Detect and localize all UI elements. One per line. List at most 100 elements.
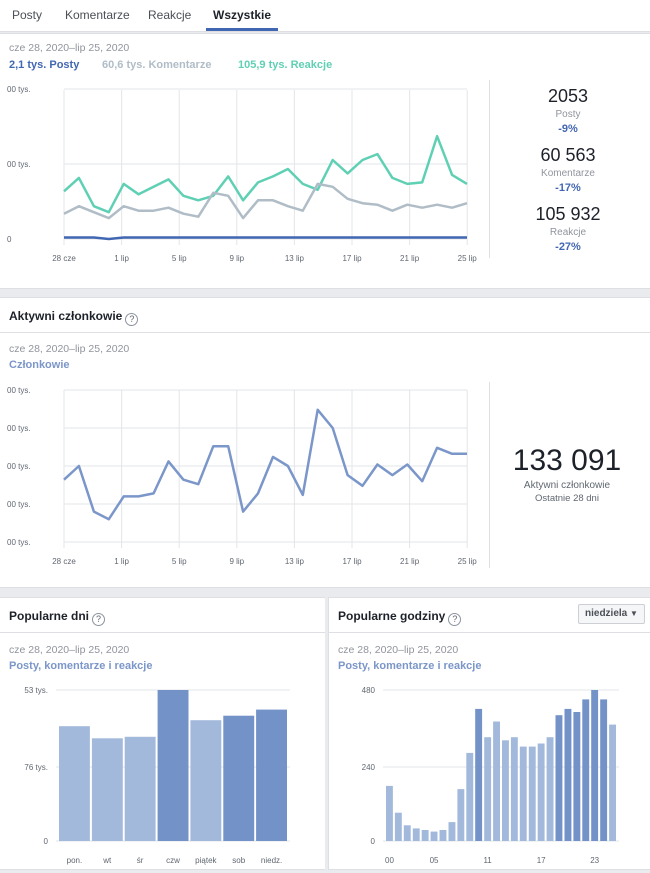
tab-reakcje[interactable]: Reakcje (148, 8, 192, 22)
stat-posty-change: -9% (558, 123, 578, 135)
x-tick-label: 17 (537, 856, 546, 865)
active-members-period: Ostatnie 28 dni (535, 493, 599, 504)
y-tick-label: 00 tys. (7, 386, 31, 395)
bar (582, 699, 590, 841)
bar (555, 715, 563, 841)
popular-hours-date-range: cze 28, 2020–lip 25, 2020 (338, 644, 459, 656)
bar (493, 721, 500, 841)
bar (457, 789, 465, 841)
bar (609, 724, 616, 841)
y-tick-label: 0 (44, 837, 49, 846)
bar (600, 699, 608, 841)
stat-komentarze-label: Komentarze (541, 168, 595, 179)
popular-days-series-label[interactable]: Posty, komentarze i reakcje (9, 660, 153, 672)
y-tick-label: 00 tys. (7, 462, 31, 471)
y-tick-label: 480 (362, 686, 376, 695)
bar (573, 712, 581, 841)
legend-czlonkowie[interactable]: Członkowie (9, 359, 70, 371)
active-members-title: Aktywni członkowie? (9, 309, 139, 326)
help-icon[interactable]: ? (448, 613, 462, 626)
bar (157, 690, 189, 841)
x-tick-label: 9 lip (229, 557, 244, 566)
x-tick-label: 05 (430, 856, 439, 865)
legend-posty[interactable]: 2,1 tys. Posty (9, 59, 80, 71)
tab-komentarze[interactable]: Komentarze (65, 8, 130, 22)
help-icon[interactable]: ? (125, 313, 139, 326)
x-tick-label: wt (102, 856, 112, 865)
engagement-line-chart: 00 tys. 00 tys. 0 28 cze 1 lip 5 lip 9 lip 13 l… (7, 85, 478, 263)
bar (439, 830, 447, 841)
bar (256, 709, 287, 841)
x-tick-label: pon. (67, 856, 83, 865)
y-tick-label: 240 (362, 763, 376, 772)
popular-days-date-range: cze 28, 2020–lip 25, 2020 (9, 644, 130, 656)
popular-hours-series-label[interactable]: Posty, komentarze i reakcje (338, 660, 482, 672)
stat-reakcje-value: 105 932 (535, 204, 601, 224)
bar (510, 737, 518, 841)
x-tick-label: 1 lip (114, 254, 129, 263)
popular-days-card: Popularne dni? cze 28, 2020–lip 25, 2020… (0, 597, 325, 870)
bar (59, 726, 90, 841)
y-tick-label: 00 tys. (7, 85, 31, 94)
y-tick-label: 0 (7, 235, 12, 244)
x-tick-label: 25 lip (458, 557, 478, 566)
bar (430, 831, 438, 841)
stat-posty-label: Posty (555, 109, 581, 120)
y-tick-label: 00 tys. (7, 538, 31, 547)
tab-wszystkie[interactable]: Wszystkie (206, 0, 279, 31)
bar (412, 828, 420, 841)
x-tick-label: 5 lip (172, 254, 187, 263)
section-divider (329, 632, 650, 633)
bar (421, 830, 429, 841)
x-tick-label: 28 cze (52, 557, 76, 566)
chart-divider (489, 80, 490, 258)
series-line-posty (64, 236, 467, 241)
popular-hours-title: Popularne godziny? (338, 609, 462, 626)
engagement-date-range: cze 28, 2020–lip 25, 2020 (9, 42, 130, 54)
bar (484, 737, 492, 841)
series-line-członkowie (63, 408, 467, 521)
x-tick-label: sob (232, 856, 245, 865)
bar (394, 812, 402, 841)
chevron-down-icon: ▼ (630, 609, 638, 618)
active-members-label: Aktywni członkowie (523, 480, 611, 491)
x-tick-label: 17 lip (342, 557, 362, 566)
bar (124, 736, 156, 841)
tab-posty[interactable]: Posty (12, 8, 43, 22)
help-icon[interactable]: ? (92, 613, 106, 626)
bar (537, 743, 545, 841)
x-tick-label: 25 lip (458, 254, 478, 263)
y-tick-label: 00 tys. (7, 160, 31, 169)
stat-reakcje-change: -27% (555, 241, 581, 253)
bar (386, 785, 393, 841)
stat-posty-value: 2053 (547, 86, 589, 106)
bar (502, 740, 509, 841)
series-line-reakcje (63, 134, 468, 214)
x-tick-label: niedz. (261, 856, 282, 865)
y-tick-label: 53 tys. (24, 686, 48, 695)
legend-komentarze[interactable]: 60,6 tys. Komentarze (102, 59, 212, 71)
chart-divider (489, 382, 490, 568)
x-tick-label: 11 (483, 856, 492, 865)
active-members-value: 133 091 (512, 444, 622, 477)
bar (546, 737, 554, 841)
x-tick-label: 1 lip (114, 557, 129, 566)
active-members-date-range: cze 28, 2020–lip 25, 2020 (9, 343, 130, 355)
bar (564, 708, 572, 841)
stat-komentarze-value: 60 563 (540, 145, 596, 165)
y-tick-label: 00 tys. (7, 500, 31, 509)
y-tick-label: 00 tys. (7, 424, 31, 433)
x-tick-label: 28 cze (52, 254, 76, 263)
stat-reakcje-label: Reakcje (549, 227, 587, 238)
x-tick-label: 21 lip (400, 254, 420, 263)
section-divider (0, 632, 325, 633)
bar (519, 746, 527, 841)
x-tick-label: 5 lip (172, 557, 187, 566)
popular-days-bar-chart: 53 tys. 76 tys. 0 pon. wt śr czw piątek sob niedz… (24, 686, 290, 865)
day-select-dropdown[interactable]: niedziela ▼ (578, 604, 645, 624)
popular-days-title: Popularne dni? (9, 609, 106, 626)
engagement-card: cze 28, 2020–lip 25, 2020 2,1 tys. Posty… (0, 33, 650, 289)
x-tick-label: 13 lip (285, 254, 305, 263)
legend-reakcje[interactable]: 105,9 tys. Reakcje (238, 59, 333, 71)
